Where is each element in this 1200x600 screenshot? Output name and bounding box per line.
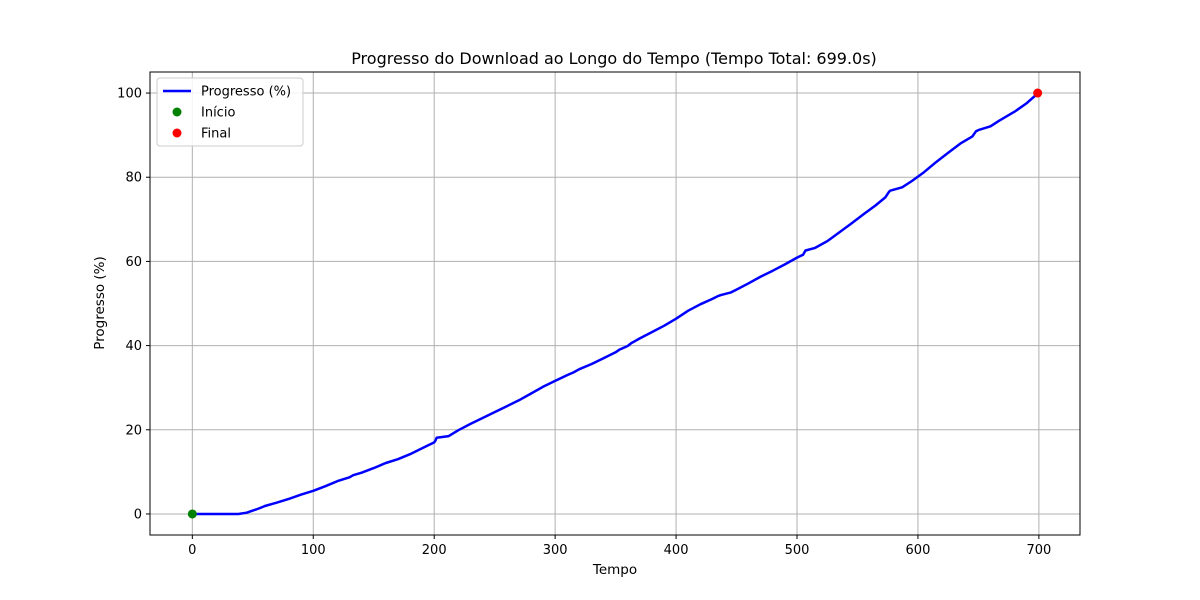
- x-tick-label: 100: [301, 543, 326, 558]
- legend: Progresso (%) Início Final: [156, 77, 304, 147]
- legend-entry: Final: [201, 127, 231, 142]
- legend-point-marker: [172, 107, 182, 117]
- x-tick-label: 200: [422, 543, 447, 558]
- plot-series: [187, 88, 1043, 519]
- x-tick-label: 600: [906, 543, 931, 558]
- x-axis-label: Tempo: [592, 562, 637, 578]
- legend-box: [156, 77, 304, 147]
- legend-point-marker: [172, 128, 182, 138]
- y-tick-label: 100: [117, 87, 142, 102]
- scatter-point-008000: [187, 509, 197, 519]
- x-tick-label: 400: [664, 543, 689, 558]
- y-tick-label: 80: [125, 171, 142, 186]
- y-tick-label: 40: [125, 339, 142, 354]
- x-tick-label: 500: [785, 543, 810, 558]
- grid: [150, 72, 1080, 535]
- y-tick-label: 60: [125, 255, 142, 270]
- progress-line: [192, 92, 1039, 516]
- y-axis-label: Progresso (%): [92, 256, 108, 350]
- y-tick-label: 20: [125, 423, 142, 438]
- x-tick-label: 700: [1026, 543, 1051, 558]
- axis-ticks: 0 100 200 300 400 500 600 700 0 20 40 60 80 100: [117, 87, 1051, 558]
- scatter-point-ff0000: [1033, 88, 1043, 98]
- y-tick-label: 0: [134, 507, 142, 522]
- chart-title: Progresso do Download ao Longo do Tempo …: [351, 49, 877, 68]
- plot-frame: [149, 71, 1081, 536]
- legend-entry: Início: [201, 106, 235, 121]
- x-tick-label: 0: [188, 543, 196, 558]
- legend-entry: Progresso (%): [201, 85, 291, 100]
- x-tick-label: 300: [543, 543, 568, 558]
